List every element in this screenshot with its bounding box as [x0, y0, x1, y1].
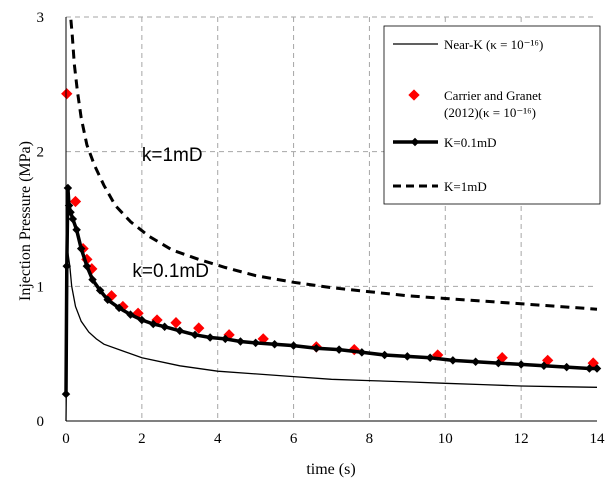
plot-axes: [65, 17, 597, 422]
k-0-1md-marker: [312, 344, 321, 353]
k-0-1md-marker: [357, 348, 367, 357]
k-0-1md-marker: [236, 337, 245, 346]
k-0-1md-marker: [221, 334, 230, 344]
x-tick-label-4: 8: [366, 431, 374, 447]
x-tick-label-3: 6: [290, 431, 298, 447]
y-axis-title: Injection Pressure (MPa): [17, 141, 34, 301]
k-0-1md-marker: [539, 361, 549, 371]
k-0-1md-marker: [95, 286, 105, 295]
k-0-1md-marker: [592, 364, 602, 373]
legend-label-near-k: Near-K (κ = 10⁻¹⁶): [444, 37, 543, 52]
carrier-granet-marker: [170, 317, 182, 329]
legend-label-k-1md: K=1mD: [444, 179, 487, 194]
k-0-1md-marker: [380, 350, 389, 360]
k-0-1md-marker: [175, 326, 185, 336]
legend-label-carrier-granet: Carrier and Granet (2012)(κ = 10⁻¹⁶): [444, 88, 542, 120]
k-0-1md-marker: [516, 360, 526, 369]
k-0-1md-marker: [72, 225, 81, 235]
x-tick-label-6: 12: [514, 431, 529, 447]
legend-label-carrier-granet-line1: Carrier and Granet: [444, 88, 542, 103]
carrier-granet-marker: [193, 322, 205, 334]
k-0-1md-marker: [82, 261, 92, 271]
k-0-1md-marker: [448, 356, 458, 365]
k-0-1md-marker: [289, 341, 298, 350]
k-0-1md-marker: [205, 333, 215, 342]
x-tick-label-2: 4: [214, 431, 222, 447]
y-tick-label-3: 3: [37, 10, 45, 26]
k-0-1md-marker: [68, 214, 78, 224]
k-0-1md-marker: [66, 208, 75, 217]
x-tick-label-1: 2: [138, 431, 146, 447]
k-0-1md-marker: [160, 322, 169, 331]
y-tick-label-0: 0: [37, 414, 45, 430]
k-0-1md-marker: [585, 364, 594, 373]
legend: Near-K (κ = 10⁻¹⁶) Carrier and Granet (20…: [383, 25, 601, 205]
k-0-1md-marker: [403, 352, 412, 361]
k-0-1md-marker: [494, 358, 503, 368]
k-0-1md-marker: [64, 201, 74, 210]
k-0-1md-marker: [425, 353, 435, 362]
x-tick-label-7: 14: [590, 431, 606, 447]
legend-swatch-k-0-1md-marker: [410, 137, 420, 147]
annotation-k-1md: k=1mD: [142, 145, 203, 166]
k-0-1md-marker: [114, 303, 124, 313]
k-0-1md-marker: [148, 319, 158, 329]
k-0-1md-marker: [270, 339, 279, 349]
k-0-1md-marker: [137, 315, 147, 325]
k-0-1md-marker: [76, 244, 86, 253]
k-0-1md-marker: [88, 275, 97, 284]
legend-label-k-0-1md: K=0.1mD: [444, 135, 496, 150]
y-tick-label-1: 1: [37, 279, 45, 295]
carrier-granet-marker: [61, 88, 73, 100]
series-line-near-k: [65, 252, 598, 422]
series-line-k-1md: [69, 19, 598, 311]
k-0-1md-marker: [103, 295, 112, 305]
legend-label-carrier-granet-line2: (2012)(κ = 10⁻¹⁶): [444, 105, 536, 120]
k-0-1md-marker: [471, 357, 480, 366]
x-tick-label-5: 10: [438, 431, 453, 447]
legend-box: [383, 25, 601, 205]
k-0-1md-marker: [190, 330, 200, 340]
annotation-k-0-1md: k=0.1mD: [132, 261, 209, 282]
y-tick-label-2: 2: [37, 145, 45, 161]
k-0-1md-marker: [334, 345, 344, 354]
k-0-1md-marker: [562, 362, 571, 372]
k-0-1md-marker: [251, 338, 260, 348]
x-tick-label-0: 0: [62, 431, 70, 447]
x-axis-title: time (s): [306, 461, 355, 478]
